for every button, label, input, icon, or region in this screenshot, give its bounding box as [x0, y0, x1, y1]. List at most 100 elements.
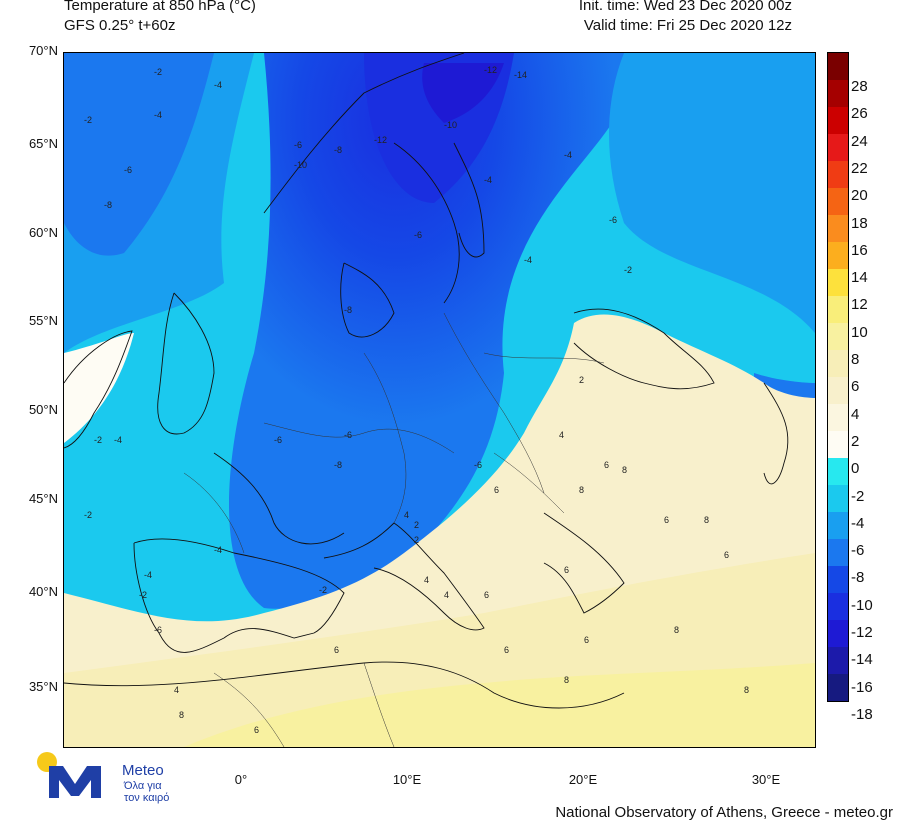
contour-label: 4: [559, 430, 564, 440]
contour-label: 6: [724, 550, 729, 560]
valid-time: Valid time: Fri 25 Dec 2020 12z: [583, 17, 792, 34]
contour-label: -6: [124, 165, 132, 175]
atlantic-core: [64, 53, 214, 256]
north-africa-coast: [64, 661, 625, 709]
colorbar-swatch: [828, 485, 848, 512]
france-coast: [213, 452, 345, 545]
lat-label-60: 60°N: [28, 225, 58, 240]
logo-tagline: Όλα για τον καιρό: [124, 780, 169, 804]
colorbar-label: -4: [851, 514, 865, 532]
colorbar-swatch: [828, 323, 848, 350]
borders: [183, 312, 605, 747]
colorbar-label: -16: [851, 678, 873, 696]
caspian-coast: [763, 382, 789, 485]
logo-tagline-2: τον καιρό: [124, 792, 170, 804]
meteo-logo: [35, 752, 115, 807]
border-line: [443, 312, 545, 494]
contour-label: -2: [319, 585, 327, 595]
contour-label: -4: [214, 80, 222, 90]
sweden-coast: [393, 142, 460, 304]
iberia-coast: [133, 538, 345, 653]
continental-cold-air: [229, 53, 630, 609]
colorbar-swatch: [828, 647, 848, 674]
colorbar-label: -14: [851, 651, 873, 669]
contour-label: 8: [744, 685, 749, 695]
contour-label: -4: [144, 570, 152, 580]
contour-label: 8: [622, 465, 627, 475]
contour-label: 2: [414, 520, 419, 530]
colorbar-swatch: [828, 431, 848, 458]
colorbar-label: 28: [851, 78, 868, 95]
contour-label: -10: [444, 120, 457, 130]
contour-label: -12: [374, 135, 387, 145]
lon-label-30e: 30°E: [751, 772, 781, 787]
coastlines: [64, 53, 789, 709]
contour-label: 6: [494, 485, 499, 495]
black-sea-coast: [573, 308, 715, 390]
colorbar-swatch: [828, 350, 848, 377]
contour-label: -4: [564, 150, 572, 160]
colorbar-label: 14: [851, 269, 868, 287]
contour-label: -6: [154, 625, 162, 635]
lon-label-0: 0°: [234, 772, 248, 787]
contour-label: 6: [564, 565, 569, 575]
colorbar-swatch: [828, 80, 848, 107]
contour-label: -2: [84, 510, 92, 520]
map-canvas: -2 -4 -6 -8 -10 -12 -14 -2 -4 -6 -8 -10 -12 -4 -6 -8 -4 -…: [64, 53, 815, 747]
ireland-coast: [64, 330, 133, 449]
contour-label: 6: [254, 725, 259, 735]
finland-coast: [453, 142, 485, 258]
lat-label-50: 50°N: [28, 402, 58, 417]
contour-label: 6: [584, 635, 589, 645]
colorbar-label: 24: [851, 132, 868, 150]
map-header-left: Temperature at 850 hPa (°C) GFS 0.25° t+…: [64, 0, 256, 36]
contour-label: 8: [564, 675, 569, 685]
colorbar-swatch: [828, 377, 848, 404]
colorbar-label: -18: [851, 705, 873, 723]
colorbar-swatch: [828, 620, 848, 647]
contour-label: -4: [114, 435, 122, 445]
colorbar-label: -2: [851, 487, 865, 505]
border-line: [183, 472, 245, 554]
contour-label: 4: [424, 575, 429, 585]
border-line: [263, 422, 455, 454]
contour-label: 6: [334, 645, 339, 655]
contour-label: 8: [179, 710, 184, 720]
colorbar-label: 2: [851, 432, 860, 450]
contour-label: -2: [94, 435, 102, 445]
colorbar-swatch: [828, 107, 848, 134]
lat-label-65: 65°N: [28, 136, 58, 151]
colorbar-label: 12: [851, 296, 868, 314]
contour-label: -4: [154, 110, 162, 120]
colorbar-swatch: [828, 269, 848, 296]
lat-label-35: 35°N: [28, 679, 58, 694]
contour-label: -4: [214, 545, 222, 555]
temperature-map: -2 -4 -6 -8 -10 -12 -14 -2 -4 -6 -8 -10 -12 -4 -6 -8 -4 -…: [63, 52, 816, 748]
colorbar-swatch: [828, 215, 848, 242]
lat-label-55: 55°N: [28, 313, 58, 328]
colorbar-label: 0: [851, 460, 860, 478]
logo-tagline-1: Όλα για: [124, 780, 162, 792]
colorbar-label: 20: [851, 187, 868, 205]
contour-label: 2: [579, 375, 584, 385]
contour-label: 8: [704, 515, 709, 525]
lat-label-45: 45°N: [28, 491, 58, 506]
colorbar-swatch: [828, 53, 848, 80]
contour-label: -4: [484, 175, 492, 185]
colorbar-label: 16: [851, 241, 868, 259]
contour-label: -12: [484, 65, 497, 75]
contour-label: -6: [609, 215, 617, 225]
contour-label: -2: [624, 265, 632, 275]
contour-label: -6: [414, 230, 422, 240]
colorbar-swatch: [828, 539, 848, 566]
colorbar-label: 4: [851, 405, 860, 423]
colorbar: [827, 52, 849, 702]
contour-label: 6: [504, 645, 509, 655]
contour-label: 6: [484, 590, 489, 600]
warm-band-8: [184, 663, 815, 747]
colorbar-label: 10: [851, 323, 868, 341]
model-label: GFS 0.25° t+60z: [64, 17, 176, 34]
contour-label: -6: [294, 140, 302, 150]
colorbar-swatch: [828, 161, 848, 188]
footer-credit: National Observatory of Athens, Greece -…: [555, 804, 893, 821]
